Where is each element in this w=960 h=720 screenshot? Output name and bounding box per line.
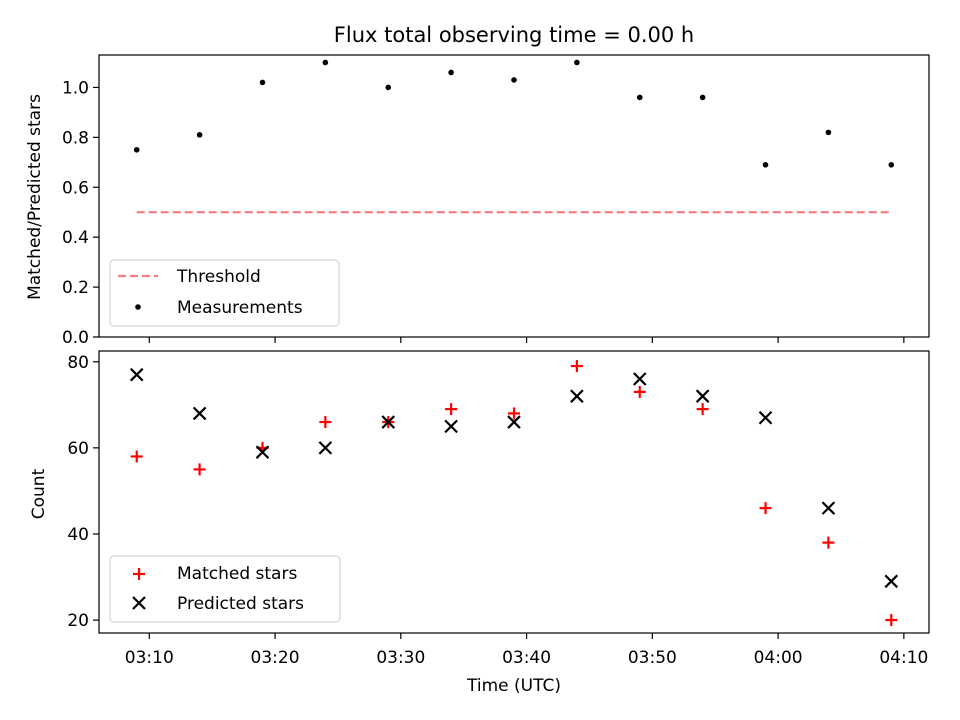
matched-stars-point	[508, 407, 520, 420]
legend-predicted-label: Predicted stars	[177, 594, 304, 614]
count-y-tick-label: 40	[67, 525, 89, 545]
measurements-point	[196, 132, 203, 138]
matched-stars-point	[570, 360, 583, 373]
predicted-stars-point	[570, 389, 584, 403]
x-tick-label: 04:10	[879, 648, 928, 668]
ratio-y-tick-label: 0.8	[62, 128, 89, 148]
ratio-plot-area: 0.0 0.2 0.4 0.6 0.8 1.0	[62, 59, 905, 348]
legend-measurements-swatch	[135, 304, 141, 310]
predicted-stars-point	[444, 419, 458, 434]
ratio-y-tick-label: 0.0	[62, 328, 89, 348]
ratio-y-tick-label: 0.6	[62, 178, 89, 198]
ratio-legend: Threshold Measurements	[109, 259, 340, 327]
matched-stars-point	[759, 502, 772, 515]
measurements-point	[511, 77, 517, 83]
predicted-stars-point	[632, 372, 647, 386]
ratio-panel: Flux total observing time = 0.00 h Match…	[25, 23, 930, 348]
legend-measurements-label: Measurements	[177, 298, 303, 318]
matched-stars-point	[445, 403, 458, 416]
predicted-stars-point	[381, 415, 396, 429]
x-tick-label: 03:40	[502, 648, 551, 668]
matched-stars-point	[885, 614, 898, 627]
predicted-stars-point	[884, 574, 899, 589]
predicted-stars-point	[318, 441, 333, 455]
x-tick-label: 03:30	[376, 648, 425, 668]
x-tick-label: 04:00	[754, 648, 803, 668]
matched-stars-point	[319, 416, 332, 429]
measurements-point	[888, 162, 895, 168]
count-legend: Matched stars Predicted stars	[109, 555, 341, 623]
ratio-y-tick-label: 0.2	[62, 278, 89, 298]
measurements-point	[699, 94, 706, 101]
matched-stars-point	[696, 403, 709, 416]
chart-title: Flux total observing time = 0.00 h	[334, 23, 694, 47]
legend-predicted-swatch	[132, 596, 146, 610]
predicted-stars-point	[695, 389, 710, 403]
measurements-point	[448, 69, 454, 76]
measurements-point	[133, 147, 140, 153]
ratio-axes-frame	[98, 54, 930, 338]
count-y-tick-label: 80	[67, 353, 89, 373]
predicted-stars-point	[255, 445, 270, 459]
x-axis-label: Time (UTC)	[466, 676, 561, 696]
legend-matched-swatch	[133, 568, 145, 580]
matched-stars-point	[193, 463, 206, 476]
count-y-tick-label: 60	[67, 439, 89, 459]
legend-matched-label: Matched stars	[177, 564, 297, 584]
measurements-point	[636, 94, 643, 101]
ratio-y-axis-label: Matched/Predicted stars	[25, 94, 45, 300]
predicted-stars-point	[507, 415, 521, 429]
count-legend-box	[109, 555, 341, 623]
matched-stars-point	[822, 536, 835, 549]
ratio-legend-box	[109, 259, 340, 327]
matched-stars-point	[130, 450, 143, 463]
measurements-point	[574, 59, 580, 66]
matched-stars-point	[633, 385, 646, 398]
ratio-y-tick-label: 1.0	[62, 78, 89, 98]
predicted-stars-point	[758, 410, 773, 425]
x-tick-label: 03:10	[125, 648, 174, 668]
predicted-stars-point	[129, 367, 144, 382]
legend-threshold-label: Threshold	[176, 267, 261, 287]
count-axes-frame	[98, 350, 930, 634]
x-tick-label: 03:20	[251, 648, 300, 668]
x-tick-label: 03:50	[628, 648, 677, 668]
count-y-axis-label: Count	[29, 468, 49, 519]
measurements-point	[385, 84, 392, 91]
count-y-tick-label: 20	[67, 611, 89, 631]
measurements-point	[762, 162, 769, 168]
measurements-point	[259, 79, 266, 86]
predicted-stars-point	[192, 406, 207, 421]
predicted-stars-point	[821, 501, 836, 515]
measurements-point	[322, 59, 329, 66]
ratio-y-tick-label: 0.4	[62, 228, 89, 248]
count-panel: Count Time (UTC) 03:10 03:20 03:30 03:40 03:…	[29, 350, 930, 696]
measurements-point	[825, 129, 832, 136]
count-plot-area: 03:10 03:20 03:30 03:40 03:50 04:00 04:10 20 40 6…	[67, 353, 928, 668]
